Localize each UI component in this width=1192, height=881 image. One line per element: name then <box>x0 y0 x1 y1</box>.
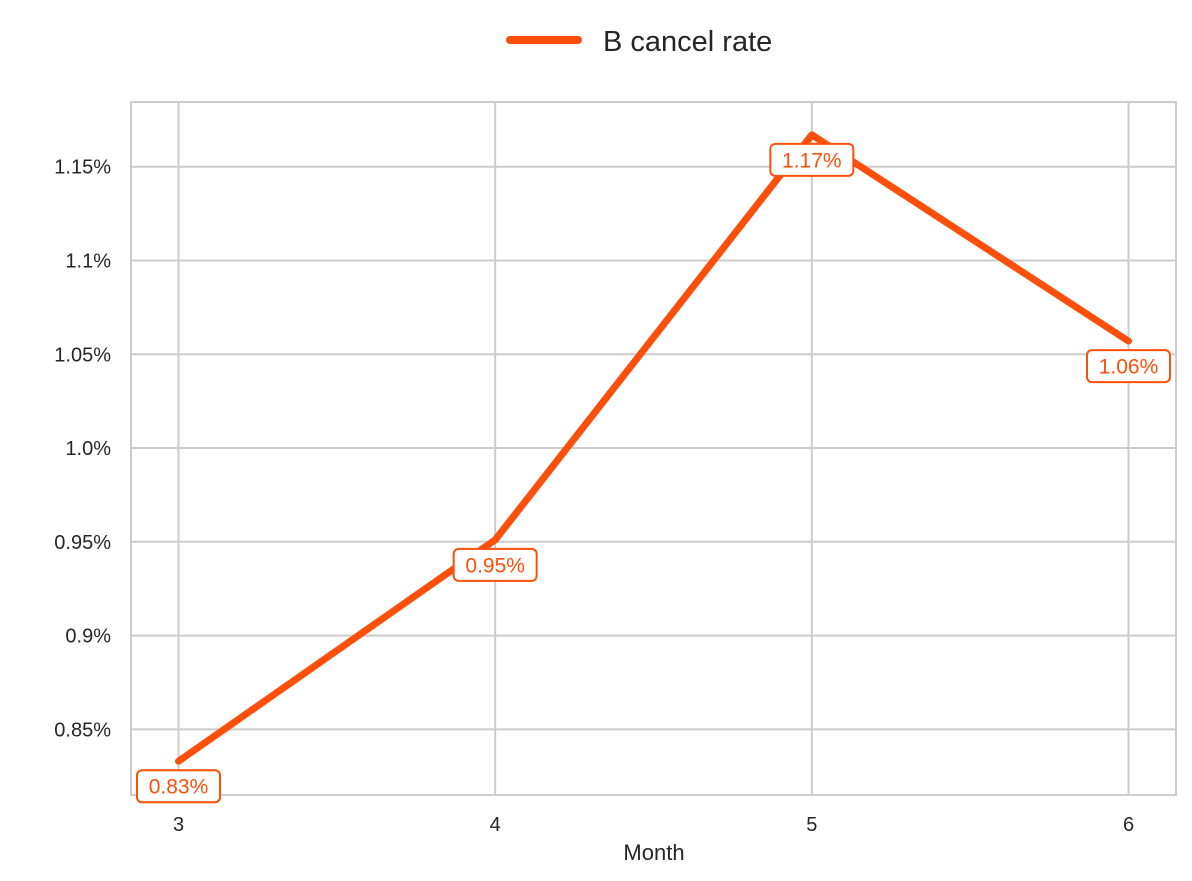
data-label-box <box>1086 349 1171 384</box>
plot-frame <box>130 101 1177 796</box>
data-label-text: 0.95% <box>465 554 525 577</box>
data-label-text: 1.17% <box>782 149 842 172</box>
y-tick-label: 0.85% <box>54 719 111 741</box>
y-axis: 0.85% 0.9% 0.95% 1.0% 1.05% 1.1% 1.15% <box>54 157 111 742</box>
series-line <box>175 131 1132 765</box>
legend-label: B cancel rate <box>603 26 772 58</box>
y-tick-label: 0.9% <box>65 626 111 648</box>
x-axis: 3 4 5 6 <box>173 814 1134 836</box>
data-label: 0.83% <box>136 769 221 804</box>
y-tick-label: 1.1% <box>65 250 111 272</box>
data-label-box <box>769 142 855 177</box>
data-label-box <box>136 769 221 804</box>
data-label-text: 1.06% <box>1099 356 1159 379</box>
x-tick-label: 6 <box>1123 814 1134 836</box>
legend: B cancel rate <box>506 26 772 58</box>
data-label: 0.95% <box>452 547 538 582</box>
data-label-text: 0.83% <box>149 776 209 799</box>
data-label: 1.06% <box>1086 349 1171 384</box>
x-tick-label: 4 <box>490 814 501 836</box>
y-tick-label: 1.0% <box>65 438 111 460</box>
x-tick-label: 5 <box>806 814 817 836</box>
y-tick-label: 1.05% <box>54 344 111 366</box>
y-tick-label: 1.15% <box>54 157 111 179</box>
x-tick-label: 3 <box>173 814 184 836</box>
data-label-group: 0.83% 0.95% 1.17% 1.06% <box>136 142 1171 804</box>
data-label-box <box>452 547 538 582</box>
grid <box>131 102 1176 795</box>
data-label: 1.17% <box>769 142 855 177</box>
series-group <box>175 131 1132 765</box>
y-tick-label: 0.95% <box>54 532 111 554</box>
x-axis-title: Month <box>623 840 684 865</box>
